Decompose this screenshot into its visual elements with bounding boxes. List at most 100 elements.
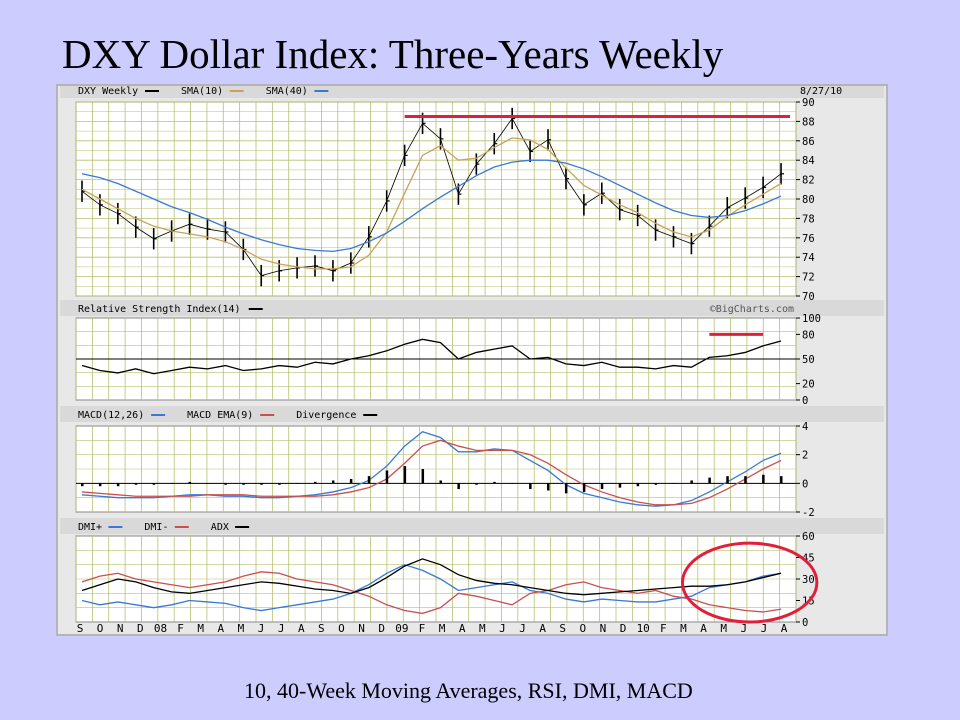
series-line-dmi-	[81, 563, 782, 612]
ytick-label-rsi-2: 50	[802, 354, 815, 366]
xtick-label-7: A	[217, 622, 224, 635]
ytick-label-price-9: 88	[802, 116, 815, 128]
xtick-label-5: F	[177, 622, 184, 635]
divergence-bar	[331, 480, 335, 484]
series-group-macd	[76, 431, 796, 507]
xtick-label-3: D	[137, 622, 144, 635]
ytick-label-macd-3: 4	[802, 421, 808, 433]
chart-frame: DXY Weekly SMA(10) SMA(40) 8/27/10707274767…	[56, 84, 888, 636]
divergence-bar	[708, 477, 711, 484]
divergence-bar	[493, 481, 496, 484]
divergence-bar	[260, 483, 263, 485]
highlight-ellipse	[680, 541, 819, 624]
legend-label-price-2: SMA(40)	[266, 86, 308, 97]
divergence-bar	[314, 481, 317, 484]
legend-label-dmi-0: DMI+	[78, 522, 102, 533]
xtick-label-2: N	[117, 622, 124, 635]
xtick-label-9: J	[258, 622, 265, 635]
ytick-label-rsi-4: 100	[802, 313, 821, 325]
divergence-bar	[547, 483, 550, 491]
xtick-label-32: M	[720, 622, 727, 635]
divergence-bar	[780, 476, 783, 484]
xtick-label-27: D	[620, 622, 627, 635]
divergence-bar	[672, 483, 675, 484]
ytick-label-price-5: 80	[802, 194, 815, 206]
legend-label-rsi-0: Relative Strength Index(14)	[78, 304, 241, 315]
xtick-label-23: A	[539, 622, 546, 635]
divergence-bar	[349, 479, 353, 484]
divergence-bar	[744, 476, 747, 484]
series-group-dmi	[81, 558, 782, 615]
xtick-label-19: A	[459, 622, 466, 635]
ytick-label-macd-0: -2	[802, 507, 815, 519]
divergence-bar	[81, 483, 84, 487]
legend-label-macd-1: MACD EMA(9)	[187, 410, 253, 421]
xtick-label-20: M	[479, 622, 486, 635]
xtick-label-6: M	[197, 622, 204, 635]
xtick-label-17: F	[419, 622, 426, 635]
divergence-bar	[529, 483, 532, 490]
legend-label-dmi-1: DMI-	[144, 522, 168, 533]
series-line-relative-strength-index-14-	[81, 338, 782, 375]
ytick-label-price-6: 82	[802, 175, 815, 187]
divergence-bar	[296, 483, 299, 484]
xtick-label-34: J	[761, 622, 768, 635]
ytick-label-price-4: 78	[802, 213, 815, 225]
ytick-label-rsi-0: 0	[802, 395, 808, 407]
series-line-macd-ema-9-	[81, 439, 782, 506]
divergence-bar	[511, 483, 514, 484]
divergence-bar	[403, 466, 407, 484]
xtick-label-35: A	[781, 622, 788, 635]
ytick-label-price-2: 74	[802, 252, 815, 264]
series-line-sma-40-	[81, 159, 782, 253]
xtick-label-24: S	[559, 622, 566, 635]
xtick-label-22: J	[519, 622, 526, 635]
divergence-bar	[278, 483, 281, 485]
series-line-adx	[81, 558, 782, 596]
legend-label-price-0: DXY Weekly	[78, 86, 138, 97]
ytick-label-price-1: 72	[802, 272, 815, 284]
panel-header-dmi	[60, 518, 884, 534]
xtick-label-12: S	[318, 622, 325, 635]
xtick-label-18: M	[439, 622, 446, 635]
ytick-label-rsi-3: 80	[802, 329, 815, 341]
xtick-label-26: N	[600, 622, 607, 635]
ytick-label-dmi-0: 0	[802, 617, 808, 629]
chart-root: DXY Weekly SMA(10) SMA(40) 8/27/10707274767…	[60, 86, 884, 635]
divergence-bar	[206, 483, 209, 484]
xtick-label-10: J	[278, 622, 285, 635]
xtick-label-25: O	[580, 622, 587, 635]
legend-label-macd-0: MACD(12,26)	[78, 410, 144, 421]
ytick-label-price-10: 90	[802, 97, 815, 109]
series-group-rsi	[76, 338, 796, 375]
xtick-label-0: S	[77, 622, 84, 635]
divergence-bar	[618, 483, 622, 488]
divergence-bar	[726, 476, 729, 484]
divergence-bar	[690, 480, 693, 484]
xtick-label-29: F	[660, 622, 667, 635]
ytick-label-macd-1: 0	[802, 478, 808, 490]
series-line-dmi-	[81, 571, 782, 615]
divergence-bar	[582, 483, 586, 492]
xtick-label-14: N	[358, 622, 365, 635]
ytick-label-dmi-2: 30	[802, 574, 815, 586]
slide-title: DXY Dollar Index: Three-Years Weekly	[62, 31, 724, 77]
divergence-bar	[636, 483, 640, 487]
divergence-bar	[170, 483, 174, 484]
date-label: 8/27/10	[800, 86, 842, 97]
series-line-macd-12-26-	[81, 431, 782, 507]
divergence-bar	[654, 483, 658, 485]
divergence-bar	[475, 483, 478, 485]
ytick-label-price-7: 84	[802, 155, 815, 167]
xtick-label-1: O	[97, 622, 104, 635]
xtick-label-21: J	[499, 622, 506, 635]
divergence-bar	[421, 469, 425, 484]
legend-label-price-1: SMA(10)	[181, 86, 223, 97]
divergence-bar	[116, 483, 120, 487]
divergence-bar	[564, 483, 568, 494]
ytick-label-price-3: 76	[802, 233, 815, 245]
legend-label-dmi-2: ADX	[211, 522, 229, 533]
ytick-label-dmi-4: 60	[802, 531, 815, 543]
panel-header-rsi	[60, 300, 884, 316]
series-line-sma-10-	[81, 137, 782, 270]
